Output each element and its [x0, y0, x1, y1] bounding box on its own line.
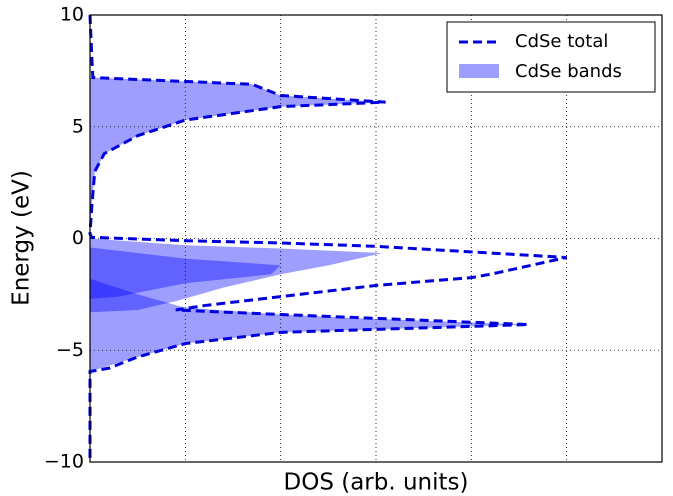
legend-box — [446, 21, 656, 93]
band-area — [90, 247, 281, 299]
x-axis-label: DOS (arb. units) — [284, 470, 469, 496]
y-tick-label: −5 — [56, 339, 84, 361]
y-tick-label: 0 — [72, 227, 84, 249]
y-tick-label: 10 — [60, 4, 84, 26]
legend-swatch — [459, 64, 499, 78]
legend-label: CdSe bands — [515, 61, 622, 82]
legend-label: CdSe total — [515, 31, 608, 52]
band-area — [90, 238, 383, 313]
line — [88, 14, 567, 462]
y-axis-label: Energy (eV) — [9, 170, 35, 306]
plot-frame — [89, 14, 663, 463]
band-area — [90, 278, 529, 372]
y-tick-label: −10 — [44, 451, 84, 473]
y-tick-label: 5 — [72, 115, 84, 137]
band-area — [90, 77, 386, 235]
